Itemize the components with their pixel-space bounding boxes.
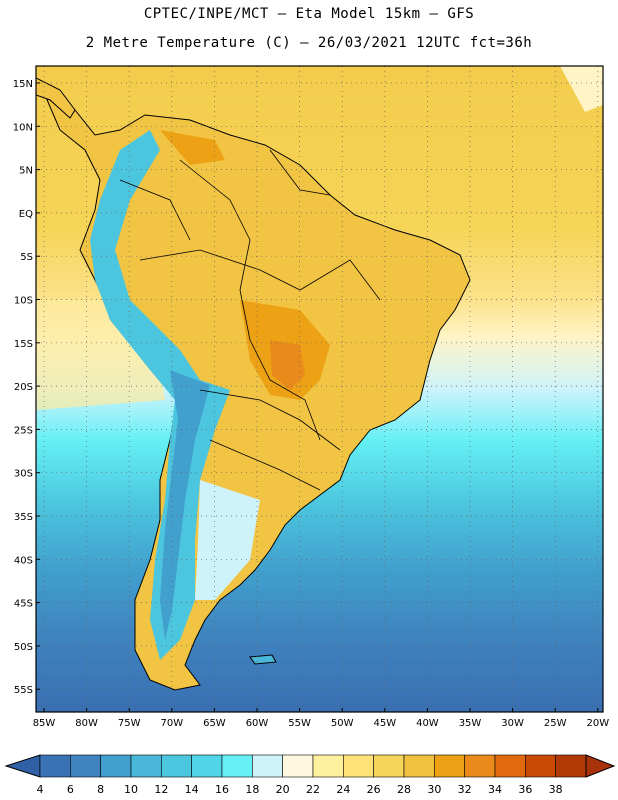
colorbar-swatch <box>494 754 526 778</box>
colorbar-label: 22 <box>306 783 320 796</box>
latitude-labels: 15N 10N 5N EQ 5S 10S 15S 20S 25S 30S 35S 40S 45S 50S 5… <box>13 79 40 696</box>
colorbar-label: 8 <box>97 783 104 796</box>
colorbar-swatch <box>282 754 314 778</box>
colorbar-swatch <box>464 754 496 778</box>
colorbar-arrow-low <box>4 754 41 778</box>
lon-label: 70W <box>160 718 183 729</box>
lon-label: 25W <box>544 718 567 729</box>
colorbar-label: 12 <box>154 783 168 796</box>
lat-label: 20S <box>14 382 33 393</box>
colorbar-label: 16 <box>215 783 229 796</box>
falkland-islands <box>249 654 277 665</box>
colorbar-swatch <box>130 754 162 778</box>
map-fields <box>36 66 603 712</box>
lat-label: 45S <box>14 599 33 610</box>
colorbar-label: 24 <box>336 783 350 796</box>
andes-colder-ridge <box>160 370 210 640</box>
lon-label: 50W <box>331 718 354 729</box>
colorbar-swatch <box>434 754 465 778</box>
lat-label: 5N <box>19 166 33 177</box>
lon-label: 40W <box>416 718 439 729</box>
colorbar-label: 38 <box>549 783 563 796</box>
colorbar-swatch <box>221 754 253 778</box>
hot-zone-core <box>270 340 305 390</box>
country-borders <box>119 149 381 491</box>
lon-label: 35W <box>459 718 482 729</box>
colorbar-label: 4 <box>37 783 44 796</box>
lon-label: 75W <box>118 718 141 729</box>
map-frame <box>35 65 604 713</box>
lon-label: 60W <box>246 718 269 729</box>
lon-label: 85W <box>33 718 56 729</box>
colorbar-swatch <box>161 754 192 778</box>
colorbar-swatch <box>403 754 435 778</box>
colorbar-swatch <box>525 754 556 778</box>
colorbar-label: 14 <box>185 783 199 796</box>
colorbar-label: 6 <box>67 783 74 796</box>
colorbar-swatch <box>252 754 283 778</box>
colorbar-label: 36 <box>518 783 532 796</box>
title-line-2: 2 Metre Temperature (C) – 26/03/2021 12U… <box>85 35 533 51</box>
lat-label: 25S <box>14 425 33 436</box>
colorbar-label: 18 <box>245 783 259 796</box>
colorbar-swatch <box>373 754 405 778</box>
lat-label: 10N <box>13 122 33 133</box>
colorbar-labels: 4 6 8 10 12 14 16 18 20 22 24 26 28 30 32 34 36 38 <box>37 783 563 796</box>
lat-label: 35S <box>14 512 33 523</box>
colorbar-swatch <box>312 754 344 778</box>
colorbar-swatch <box>39 754 71 778</box>
lon-label: 45W <box>373 718 396 729</box>
lon-label: 55W <box>288 718 311 729</box>
lon-label: 80W <box>75 718 98 729</box>
colorbar-arrow-high <box>585 754 616 778</box>
colorbar-label: 34 <box>488 783 502 796</box>
colorbar-label: 10 <box>124 783 138 796</box>
colorbar-swatch <box>343 754 374 778</box>
patagonia-cool <box>195 480 260 600</box>
lat-label: 30S <box>14 469 33 480</box>
colorbar-label: 20 <box>276 783 290 796</box>
colorbar-swatch <box>70 754 101 778</box>
lat-label: 15N <box>13 79 33 90</box>
lat-label: 5S <box>20 252 33 263</box>
colorbar <box>4 754 616 778</box>
lon-label: 65W <box>203 718 226 729</box>
lat-label: 55S <box>14 685 33 696</box>
hot-zone-north <box>160 130 225 165</box>
lat-label: 50S <box>14 642 33 653</box>
title-line-1: CPTEC/INPE/MCT – Eta Model 15km – GFS <box>143 6 475 22</box>
lat-label: 40S <box>14 555 33 566</box>
colorbar-label: 28 <box>397 783 411 796</box>
colorbar-label: 30 <box>427 783 441 796</box>
lat-label: 15S <box>14 339 33 350</box>
colorbar-swatch <box>555 754 587 778</box>
lat-label: EQ <box>19 209 33 220</box>
colorbar-swatch <box>100 754 132 778</box>
longitude-labels: 85W 80W 75W 70W 65W 60W 55W 50W 45W 40W 35W 30W 25W 2… <box>33 708 609 729</box>
lon-label: 20W <box>586 718 609 729</box>
lat-label: 10S <box>14 296 33 307</box>
atlantic-cool-patch <box>560 66 603 112</box>
central-america-land <box>36 77 76 119</box>
colorbar-label: 26 <box>367 783 381 796</box>
andes-cold-ridge <box>90 130 230 660</box>
colorbar-swatch <box>191 754 223 778</box>
colorbar-label: 32 <box>458 783 472 796</box>
lon-label: 30W <box>501 718 524 729</box>
